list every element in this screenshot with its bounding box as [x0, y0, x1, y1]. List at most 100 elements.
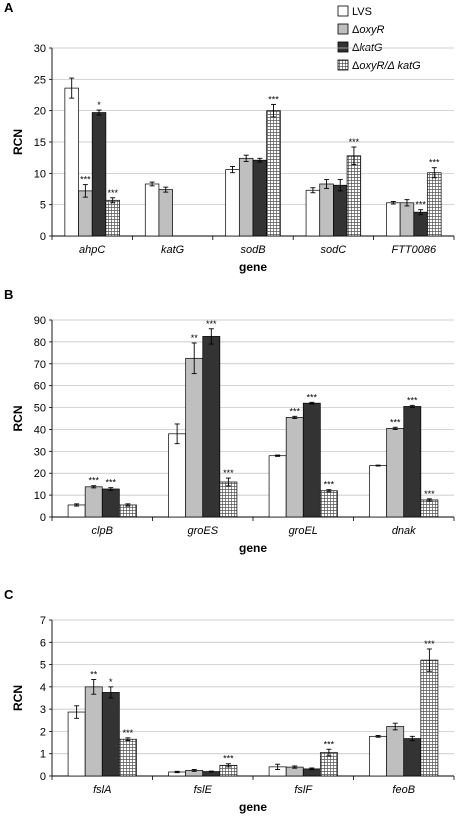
- significance-label: *: [97, 100, 101, 110]
- bar: [202, 336, 221, 518]
- bar: [305, 189, 321, 237]
- bar: [413, 211, 428, 237]
- x-tick-label: fslA: [93, 784, 111, 796]
- significance-label: ***: [223, 468, 234, 478]
- bar: [386, 428, 405, 518]
- significance-label: ***: [324, 480, 335, 490]
- bar: [84, 686, 103, 777]
- y-tick-label: 70: [34, 359, 46, 371]
- bar: [319, 490, 338, 518]
- y-tick-label: 7: [40, 615, 46, 627]
- y-tick-label: 30: [34, 43, 46, 55]
- bar: [91, 112, 107, 237]
- x-axis-label: gene: [239, 541, 267, 555]
- legend-swatch-lvs: [337, 5, 349, 17]
- significance-label: ***: [107, 188, 118, 198]
- bar: [252, 159, 268, 237]
- bar: [238, 157, 254, 237]
- x-tick-label: clpB: [92, 525, 113, 537]
- y-tick-label: 60: [34, 381, 46, 393]
- y-axis-label: RCN: [11, 685, 25, 711]
- x-tick-label: groEL: [289, 525, 318, 537]
- bar: [67, 711, 86, 777]
- y-axis-label: RCN: [11, 129, 25, 155]
- bar: [185, 357, 204, 518]
- bar: [403, 406, 422, 518]
- bar: [369, 735, 388, 777]
- y-tick-label: 50: [34, 403, 46, 415]
- panel-label: C: [4, 587, 14, 602]
- y-tick-label: 90: [34, 315, 46, 327]
- significance-label: ***: [424, 489, 435, 499]
- significance-label: **: [90, 670, 98, 680]
- significance-label: **: [191, 333, 199, 343]
- significance-label: ***: [349, 137, 360, 147]
- y-tick-label: 5: [40, 660, 46, 672]
- y-tick-label: 10: [34, 168, 46, 180]
- bar: [420, 499, 439, 518]
- significance-label: ***: [324, 739, 335, 749]
- bar: [144, 183, 160, 237]
- panel-a: A 0 5 10 15 20 25 30 RCN ahpC katG sodB sodC FTT0086 g…: [4, 0, 455, 274]
- legend-swatch-oxyr-katg: [337, 59, 349, 71]
- x-tick-label: fslE: [194, 784, 213, 796]
- significance-label: ***: [80, 175, 91, 185]
- bar: [420, 659, 439, 777]
- bar: [84, 486, 103, 518]
- significance-label: *: [109, 677, 113, 687]
- panel-b: B 0 10 20 30 40 50 60 70 80 90 RCN clpB groES groEL dna…: [4, 287, 455, 555]
- significance-label: ***: [289, 406, 300, 416]
- x-tick-label: sodC: [321, 244, 347, 256]
- x-axis-label: gene: [239, 800, 267, 814]
- legend-item-lvs: LVS: [337, 5, 372, 18]
- legend-swatch-oxyr: [337, 23, 349, 35]
- significance-label: ***: [123, 728, 134, 738]
- x-tick-label: dnak: [392, 525, 416, 537]
- significance-label: ***: [88, 476, 99, 486]
- bar: [101, 692, 120, 777]
- y-tick-label: 0: [40, 771, 46, 783]
- bar: [118, 738, 137, 777]
- y-tick-label: 5: [40, 200, 46, 212]
- y-axis-label: RCN: [11, 406, 25, 432]
- y-tick-label: 40: [34, 424, 46, 436]
- bar: [333, 184, 348, 237]
- x-tick-label: feoB: [392, 784, 415, 796]
- y-tick-label: 4: [40, 682, 46, 694]
- bar: [399, 202, 415, 237]
- bar: [386, 202, 401, 237]
- bar: [268, 455, 287, 518]
- legend-item-oxyr: ΔoxyR: [337, 23, 384, 36]
- bar: [105, 199, 120, 237]
- y-tick-label: 2: [40, 726, 46, 738]
- bar: [427, 172, 442, 237]
- y-tick-label: 10: [34, 490, 46, 502]
- y-tick-label: 15: [34, 137, 46, 149]
- bar: [67, 504, 86, 518]
- significance-label: ***: [223, 754, 234, 764]
- significance-label: ***: [390, 417, 401, 427]
- x-tick-label: groES: [187, 525, 218, 537]
- bar: [403, 738, 422, 777]
- bar: [219, 481, 238, 518]
- bar: [118, 504, 137, 518]
- x-tick-label: katG: [161, 244, 185, 256]
- y-tick-label: 20: [34, 106, 46, 118]
- bar: [78, 190, 93, 237]
- y-tick-label: 0: [40, 231, 46, 243]
- bar: [369, 465, 388, 518]
- significance-label: ***: [268, 94, 279, 104]
- y-tick-label: 80: [34, 337, 46, 349]
- bar: [158, 189, 173, 237]
- y-tick-label: 20: [34, 468, 46, 480]
- y-tick-label: 30: [34, 446, 46, 458]
- bar: [346, 155, 362, 237]
- significance-label: ***: [307, 392, 318, 402]
- significance-label: ***: [415, 200, 426, 210]
- significance-label: ***: [429, 158, 440, 168]
- legend-item-oxyr-katg: ΔoxyR/Δ katG: [337, 59, 421, 72]
- bar: [64, 87, 79, 237]
- y-tick-label: 1: [40, 749, 46, 761]
- significance-label: ***: [424, 639, 435, 649]
